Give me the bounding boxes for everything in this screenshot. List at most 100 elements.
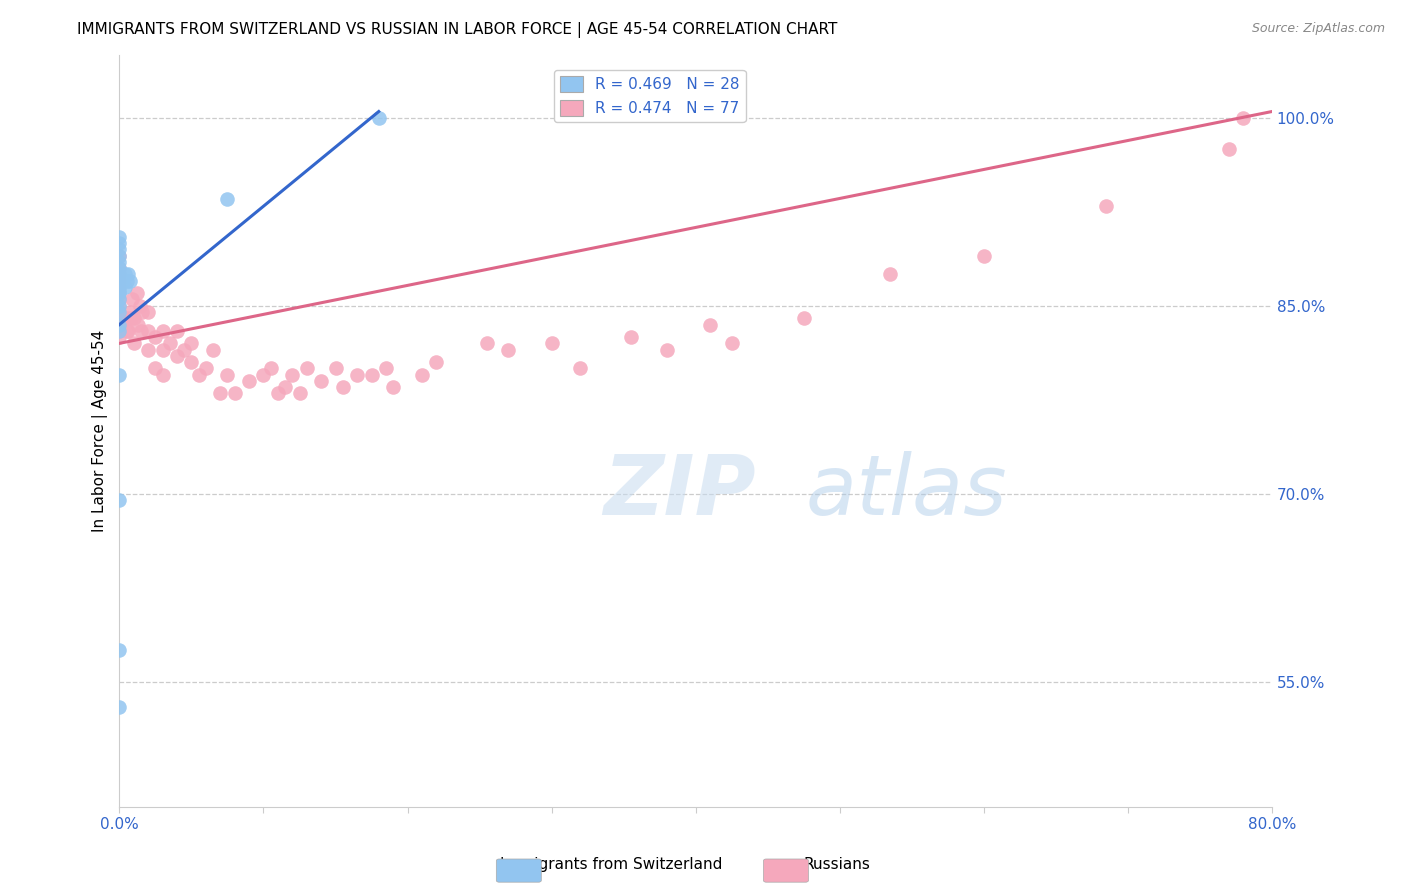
Point	[152, 368, 174, 382]
Point	[108, 368, 131, 382]
Point	[187, 368, 209, 382]
Point	[498, 343, 520, 357]
Point	[122, 336, 145, 351]
Point	[118, 274, 141, 288]
Text: ZIP: ZIP	[603, 450, 756, 532]
Point	[152, 324, 174, 338]
Point	[224, 386, 246, 401]
Point	[108, 230, 131, 244]
Text: Russians: Russians	[803, 857, 870, 872]
Point	[136, 324, 159, 338]
Point	[425, 355, 447, 369]
Text: Immigrants from Switzerland: Immigrants from Switzerland	[501, 857, 723, 872]
Point	[295, 361, 318, 376]
Point	[114, 280, 136, 294]
Point	[475, 336, 498, 351]
Point	[108, 318, 131, 332]
Point	[569, 361, 592, 376]
Point	[152, 343, 174, 357]
Point	[129, 324, 152, 338]
Point	[108, 305, 131, 319]
Point	[120, 311, 142, 326]
Point	[540, 336, 562, 351]
Point	[108, 293, 131, 307]
Point	[173, 343, 195, 357]
Point	[108, 274, 131, 288]
Point	[117, 324, 139, 338]
Point	[325, 361, 347, 376]
Point	[115, 274, 138, 288]
Point	[374, 361, 396, 376]
Point	[108, 276, 131, 290]
Point	[166, 324, 188, 338]
Point	[108, 324, 131, 338]
Point	[108, 243, 131, 257]
Point	[180, 336, 202, 351]
Point	[281, 368, 304, 382]
Point	[108, 299, 131, 313]
Point	[879, 268, 901, 282]
Point	[793, 311, 815, 326]
Point	[122, 311, 145, 326]
Point	[115, 324, 138, 338]
Point	[108, 305, 131, 319]
Point	[209, 386, 232, 401]
Point	[620, 330, 643, 344]
Point	[108, 280, 131, 294]
Point	[288, 386, 311, 401]
Point	[136, 305, 159, 319]
Point	[411, 368, 433, 382]
Point	[108, 330, 131, 344]
Point	[274, 380, 297, 394]
Point	[202, 343, 225, 357]
Point	[108, 643, 131, 657]
Point	[108, 236, 131, 251]
Point	[117, 268, 139, 282]
Point	[194, 361, 217, 376]
Point	[131, 305, 153, 319]
Point	[1095, 198, 1118, 212]
Point	[115, 311, 138, 326]
Point	[309, 374, 332, 388]
Point	[108, 284, 131, 298]
Point	[108, 299, 131, 313]
Point	[159, 336, 181, 351]
Point	[108, 249, 131, 263]
Point	[1218, 142, 1240, 156]
Point	[267, 386, 290, 401]
Point	[108, 311, 131, 326]
Point	[238, 374, 260, 388]
Point	[108, 268, 131, 282]
Point	[108, 249, 131, 263]
Point	[108, 286, 131, 301]
Point	[108, 255, 131, 269]
Point	[973, 249, 995, 263]
Point	[108, 293, 131, 307]
Text: atlas: atlas	[806, 450, 1007, 532]
Point	[118, 305, 141, 319]
Point	[121, 293, 143, 307]
Point	[108, 324, 131, 338]
Point	[699, 318, 721, 332]
Text: IMMIGRANTS FROM SWITZERLAND VS RUSSIAN IN LABOR FORCE | AGE 45-54 CORRELATION CH: IMMIGRANTS FROM SWITZERLAND VS RUSSIAN I…	[77, 22, 838, 38]
Point	[114, 268, 136, 282]
Point	[108, 318, 131, 332]
Point	[367, 111, 389, 125]
Point	[346, 368, 368, 382]
Point	[720, 336, 742, 351]
Point	[108, 493, 131, 508]
Point	[108, 268, 131, 282]
Point	[217, 192, 239, 206]
Point	[332, 380, 354, 394]
Point	[1232, 111, 1254, 125]
Point	[217, 368, 239, 382]
Point	[136, 343, 159, 357]
Text: Source: ZipAtlas.com: Source: ZipAtlas.com	[1251, 22, 1385, 36]
Point	[108, 261, 131, 276]
Point	[125, 286, 148, 301]
Point	[252, 368, 274, 382]
Point	[360, 368, 382, 382]
Legend: R = 0.469   N = 28, R = 0.474   N = 77: R = 0.469 N = 28, R = 0.474 N = 77	[554, 70, 745, 122]
Point	[145, 361, 167, 376]
Point	[128, 299, 150, 313]
